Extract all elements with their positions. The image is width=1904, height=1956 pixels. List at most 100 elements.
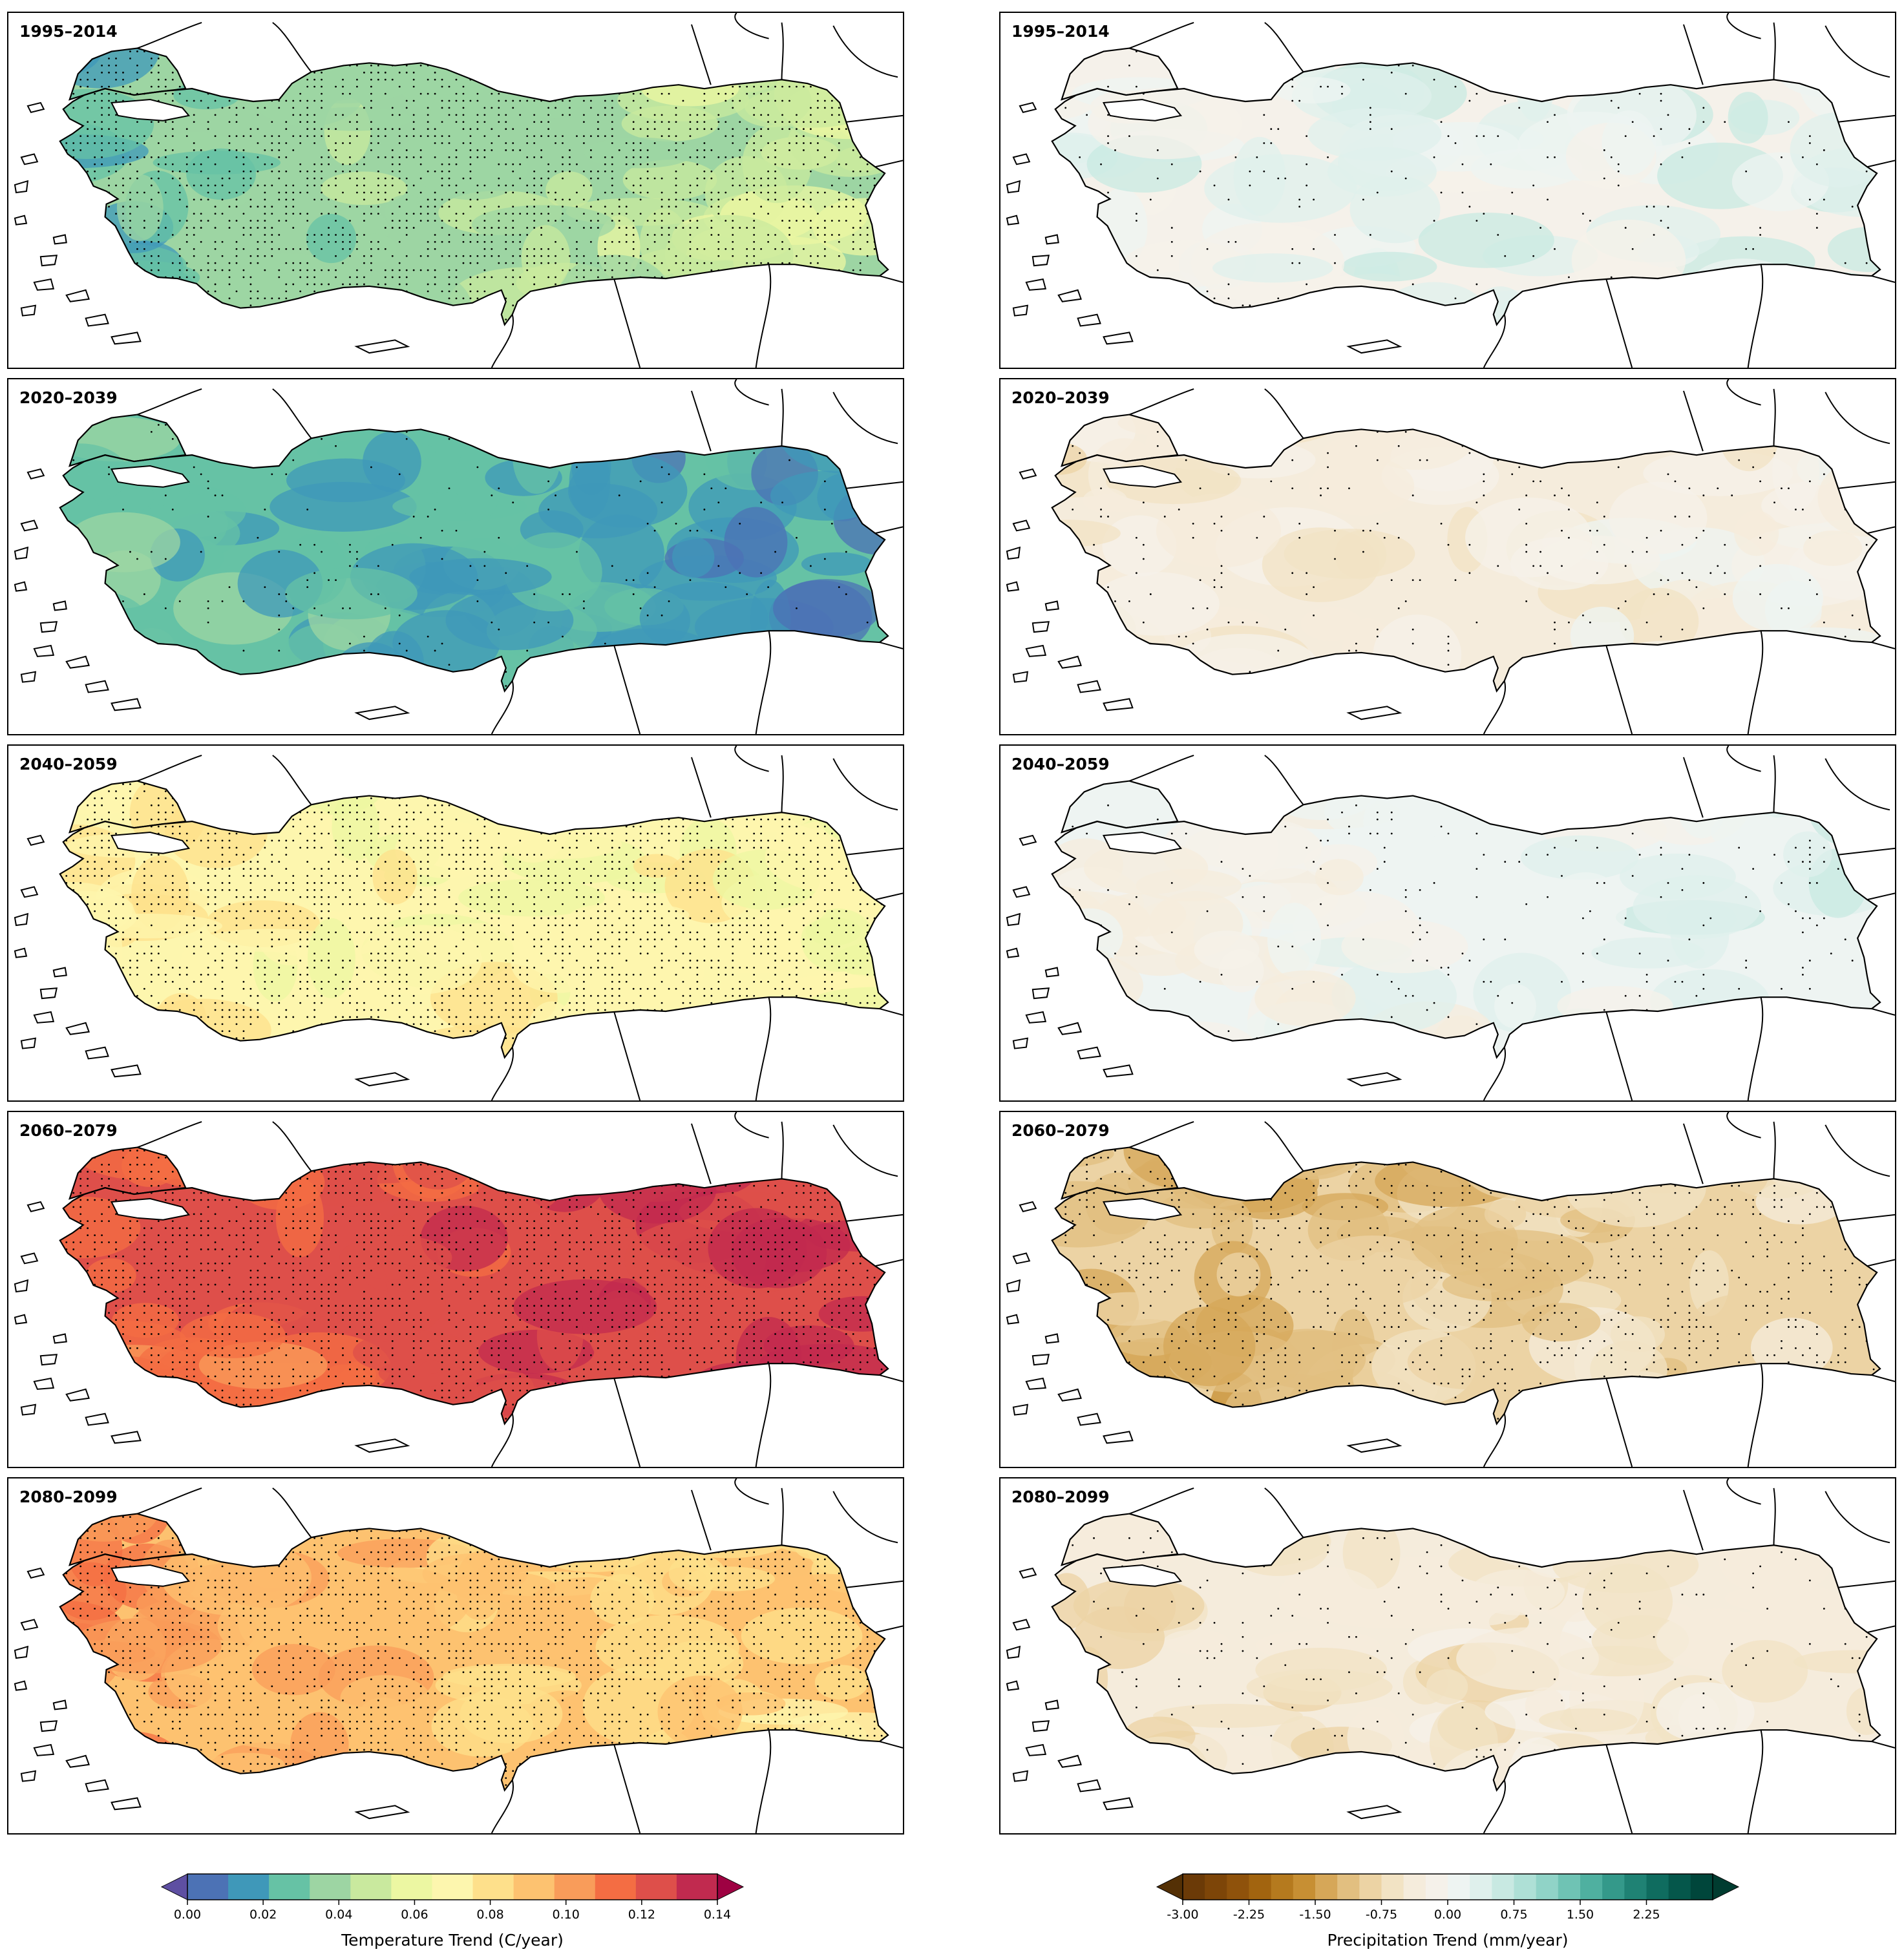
trend-patch (1515, 48, 1556, 122)
trend-patch (1315, 859, 1364, 896)
trend-patch (641, 70, 739, 107)
trend-patch (742, 124, 812, 204)
trend-patch (450, 414, 596, 446)
trend-patch (1327, 147, 1437, 197)
trend-patch (1342, 251, 1437, 282)
neighbour-coastline (137, 1120, 784, 1184)
trend-patch (1484, 1199, 1527, 1229)
island (1077, 680, 1101, 693)
precipitation-colorbar-bin (1205, 1874, 1227, 1900)
trend-patch (700, 781, 828, 833)
trend-patch (1793, 1650, 1881, 1674)
trend-patch (731, 1217, 827, 1288)
trend-patch (431, 1695, 533, 1757)
coastline (59, 1528, 889, 1792)
trend-patch (602, 1147, 710, 1170)
island (85, 1413, 109, 1426)
temperature-colorbar-tick-label: 0.14 (703, 1908, 732, 1922)
island (1006, 1680, 1020, 1691)
trend-patch (1501, 1147, 1633, 1175)
island (20, 671, 37, 683)
trend-patch (1190, 48, 1296, 79)
temperature-colorbar-tick-label: 0.06 (401, 1908, 428, 1922)
island (1012, 153, 1031, 165)
trend-patch (1058, 632, 1134, 665)
neighbour-coastline (137, 1487, 784, 1551)
island (1019, 468, 1037, 480)
country-borders (491, 746, 903, 1100)
island (1346, 339, 1402, 354)
temperature-trend-field (59, 781, 889, 1058)
trend-patch (1711, 1147, 1799, 1171)
trend-patch (657, 1676, 743, 1748)
trend-patch (570, 902, 690, 927)
coastline (1051, 1161, 1881, 1425)
trend-patch (458, 879, 605, 917)
island (1012, 1404, 1029, 1416)
precipitation-colorbar-bin (1359, 1874, 1382, 1900)
island (1012, 304, 1029, 317)
island (1006, 215, 1020, 226)
island (33, 1743, 55, 1756)
trend-patch (1052, 220, 1095, 284)
trend-patch (1619, 587, 1699, 655)
trend-patch (1750, 1318, 1833, 1378)
trend-patch (306, 214, 357, 264)
trend-patch (750, 781, 877, 817)
trend-patch (814, 1665, 869, 1700)
sea-of-marmara (110, 832, 191, 854)
trend-patch (1510, 536, 1609, 591)
island (52, 1699, 67, 1710)
trend-patch (1757, 627, 1881, 659)
island (1031, 621, 1050, 633)
trend-patch (409, 558, 552, 596)
precipitation-colorbar-tick-label: 2.25 (1633, 1908, 1660, 1922)
island (1012, 1252, 1031, 1265)
trend-patch (854, 293, 889, 325)
trend-patch (64, 668, 200, 691)
trend-patch (68, 650, 107, 691)
temperature-map (14, 13, 903, 368)
trend-patch (1521, 1303, 1601, 1341)
trend-patch (513, 1513, 649, 1526)
trend-patch (741, 1607, 863, 1665)
trend-patch (1686, 48, 1801, 79)
island (354, 1072, 410, 1087)
trend-patch (1052, 1731, 1092, 1781)
temperature-map (14, 379, 903, 734)
trend-patch (1178, 48, 1278, 74)
island (354, 1805, 410, 1820)
country-borders (1483, 1112, 1895, 1467)
trend-patch (1697, 291, 1850, 324)
island (1025, 1743, 1047, 1756)
neighbour-coastline (137, 21, 784, 85)
island (33, 1377, 55, 1390)
trend-patch (770, 470, 884, 521)
sea-of-marmara (1102, 465, 1183, 488)
trend-patch (1740, 1374, 1852, 1424)
precipitation-colorbar-bin (1448, 1874, 1470, 1900)
island (20, 886, 39, 898)
trend-patch (1732, 563, 1824, 633)
island (26, 834, 45, 847)
trend-patch (1052, 568, 1072, 596)
trend-patch (1052, 618, 1137, 649)
trend-patch (1728, 92, 1768, 144)
thrace-coastline (1061, 47, 1179, 101)
trend-patch (59, 269, 153, 325)
sea-of-marmara (1102, 99, 1183, 121)
temperature-map-panel: 2020–2039 (7, 378, 904, 735)
trend-patch (1472, 781, 1569, 804)
temperature-colorbar-bin (513, 1874, 555, 1900)
trend-patch (847, 810, 889, 881)
temperature-map-panel: 1995–2014 (7, 12, 904, 369)
trend-patch (1375, 1154, 1521, 1207)
coastline (59, 1161, 889, 1425)
trend-patch (1354, 414, 1479, 470)
trend-patch (488, 1147, 555, 1204)
island (1057, 1022, 1082, 1035)
island (1012, 1619, 1031, 1631)
trend-patch (167, 1147, 288, 1195)
island (1057, 655, 1082, 669)
island (20, 153, 39, 165)
